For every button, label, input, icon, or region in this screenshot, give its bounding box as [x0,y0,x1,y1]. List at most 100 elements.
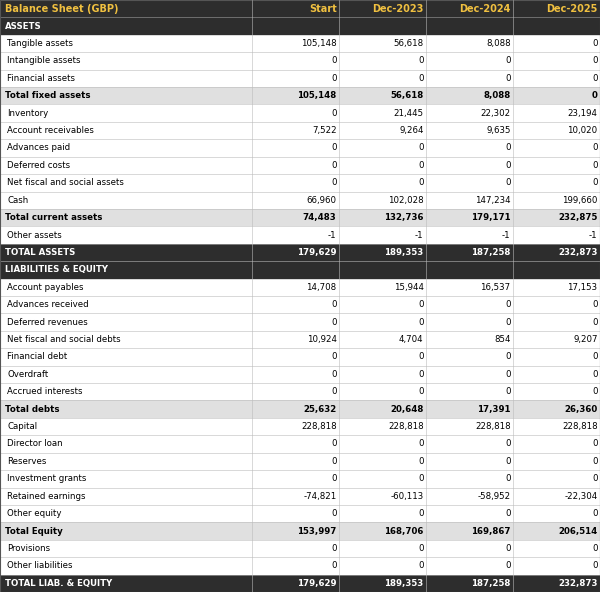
Text: 20,648: 20,648 [390,405,424,414]
Text: Dec-2025: Dec-2025 [546,4,598,14]
Text: LIABILITIES & EQUITY: LIABILITIES & EQUITY [5,265,108,274]
Text: 0: 0 [418,56,424,66]
Text: 66,960: 66,960 [307,196,337,205]
Text: 0: 0 [592,370,598,379]
Text: Provisions: Provisions [7,544,50,553]
Text: 25,632: 25,632 [304,405,337,414]
Text: -1: -1 [328,230,337,240]
Text: 0: 0 [331,370,337,379]
Text: 8,088: 8,088 [484,91,511,100]
Bar [0,313,600,331]
Text: 0: 0 [592,56,598,66]
Text: 0: 0 [505,561,511,570]
Text: Account payables: Account payables [7,283,84,292]
Text: ASSETS: ASSETS [5,22,41,31]
Text: 17,391: 17,391 [477,405,511,414]
Text: 21,445: 21,445 [394,109,424,118]
Text: -74,821: -74,821 [304,492,337,501]
Bar [0,488,600,505]
Text: 0: 0 [331,352,337,362]
Text: 0: 0 [331,318,337,327]
Text: 0: 0 [331,74,337,83]
Text: 0: 0 [505,56,511,66]
Bar [0,244,600,261]
Text: 228,818: 228,818 [562,422,598,431]
Text: 9,207: 9,207 [573,335,598,344]
Text: 0: 0 [418,161,424,170]
Text: 179,629: 179,629 [297,579,337,588]
Bar [0,261,600,279]
Text: 0: 0 [331,178,337,187]
Bar [0,505,600,522]
Text: 56,618: 56,618 [391,91,424,100]
Text: 0: 0 [418,300,424,309]
Text: 7,522: 7,522 [312,126,337,135]
Text: 56,618: 56,618 [394,39,424,48]
Bar [0,209,600,226]
Text: 0: 0 [592,457,598,466]
Bar [0,226,600,244]
Bar [0,348,600,366]
Text: 0: 0 [418,318,424,327]
Text: 8,088: 8,088 [486,39,511,48]
Text: -1: -1 [589,230,598,240]
Text: 105,148: 105,148 [301,39,337,48]
Text: 0: 0 [418,457,424,466]
Text: 102,028: 102,028 [388,196,424,205]
Text: 0: 0 [592,318,598,327]
Text: 228,818: 228,818 [475,422,511,431]
Text: 0: 0 [331,457,337,466]
Text: 0: 0 [505,509,511,518]
Text: 147,234: 147,234 [475,196,511,205]
Text: 0: 0 [592,143,598,153]
Bar [0,296,600,313]
Bar [0,453,600,470]
Bar [0,522,600,540]
Text: 0: 0 [331,109,337,118]
Text: Tangible assets: Tangible assets [7,39,73,48]
Text: 74,483: 74,483 [303,213,337,222]
Text: Total fixed assets: Total fixed assets [5,91,90,100]
Text: Total current assets: Total current assets [5,213,102,222]
Text: 232,873: 232,873 [558,579,598,588]
Text: 0: 0 [418,74,424,83]
Bar [0,366,600,383]
Text: 0: 0 [418,544,424,553]
Text: 168,706: 168,706 [384,526,424,536]
Text: -22,304: -22,304 [565,492,598,501]
Text: -1: -1 [502,230,511,240]
Text: 22,302: 22,302 [481,109,511,118]
Text: 187,258: 187,258 [471,248,511,257]
Text: TOTAL ASSETS: TOTAL ASSETS [5,248,75,257]
Text: 0: 0 [505,318,511,327]
Text: 0: 0 [418,509,424,518]
Text: 10,924: 10,924 [307,335,337,344]
Text: 14,708: 14,708 [307,283,337,292]
Text: 0: 0 [592,387,598,396]
Text: 0: 0 [331,161,337,170]
Text: 0: 0 [418,439,424,449]
Bar [0,279,600,296]
Text: -1: -1 [415,230,424,240]
Text: 0: 0 [592,91,598,100]
Text: 189,353: 189,353 [385,579,424,588]
Text: Retained earnings: Retained earnings [7,492,86,501]
Text: 0: 0 [505,439,511,449]
Bar [0,52,600,70]
Text: 0: 0 [331,143,337,153]
Text: 0: 0 [592,178,598,187]
Text: Advances paid: Advances paid [7,143,70,153]
Bar [0,470,600,488]
Text: Overdraft: Overdraft [7,370,49,379]
Text: 9,264: 9,264 [399,126,424,135]
Text: Net fiscal and social assets: Net fiscal and social assets [7,178,124,187]
Text: TOTAL LIAB. & EQUITY: TOTAL LIAB. & EQUITY [5,579,112,588]
Text: 0: 0 [418,178,424,187]
Text: Other liabilities: Other liabilities [7,561,73,570]
Text: 9,635: 9,635 [486,126,511,135]
Text: 0: 0 [505,178,511,187]
Text: 26,360: 26,360 [565,405,598,414]
Text: Deferred revenues: Deferred revenues [7,318,88,327]
Text: 0: 0 [505,143,511,153]
Text: 0: 0 [505,457,511,466]
